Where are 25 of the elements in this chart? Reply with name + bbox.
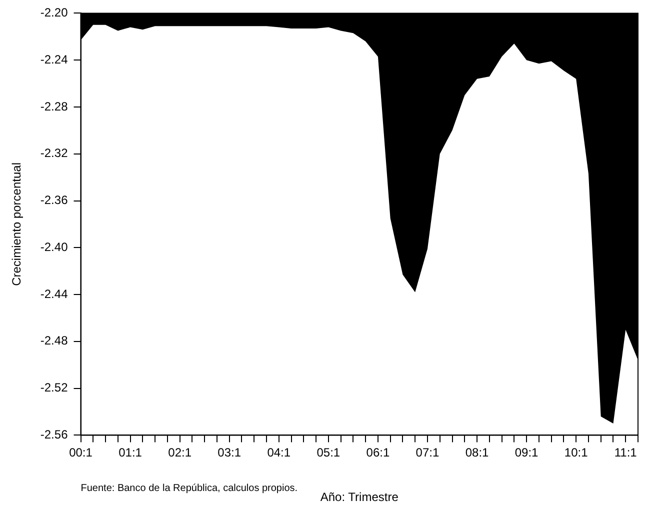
y-tick-label: -2.32 (40, 146, 68, 160)
y-tick-label: -2.40 (40, 240, 68, 254)
source-note: Fuente: Banco de la República, calculos propios. (80, 482, 298, 494)
x-axis-title: Año: Trimestre (320, 490, 399, 504)
x-tick-label: 00:1 (69, 446, 93, 460)
y-axis-title: Crecimiento porcentual (10, 162, 24, 286)
y-tick-label: -2.24 (40, 52, 68, 66)
y-tick-label: -2.36 (40, 193, 68, 208)
x-tick-label: 06:1 (366, 446, 390, 460)
y-tick-label: -2.56 (40, 428, 68, 442)
y-tick-label: -2.48 (40, 334, 68, 348)
y-tick-label: -2.20 (40, 6, 68, 20)
x-tick-label: 09:1 (514, 446, 539, 460)
y-tick-label: -2.28 (40, 99, 68, 114)
y-tick-label: -2.52 (40, 380, 68, 395)
x-tick-label: 02:1 (168, 446, 192, 460)
y-tick-label: -2.44 (40, 286, 68, 301)
x-tick-label: 10:1 (564, 446, 588, 460)
x-tick-label: 04:1 (267, 446, 291, 460)
x-tick-label: 05:1 (316, 446, 340, 460)
x-tick-label: 01:1 (118, 446, 142, 460)
x-tick-label: 11:1 (614, 446, 638, 460)
x-tick-label: 03:1 (218, 446, 242, 460)
x-tick-label: 08:1 (465, 446, 490, 460)
x-tick-label: 07:1 (416, 446, 440, 460)
